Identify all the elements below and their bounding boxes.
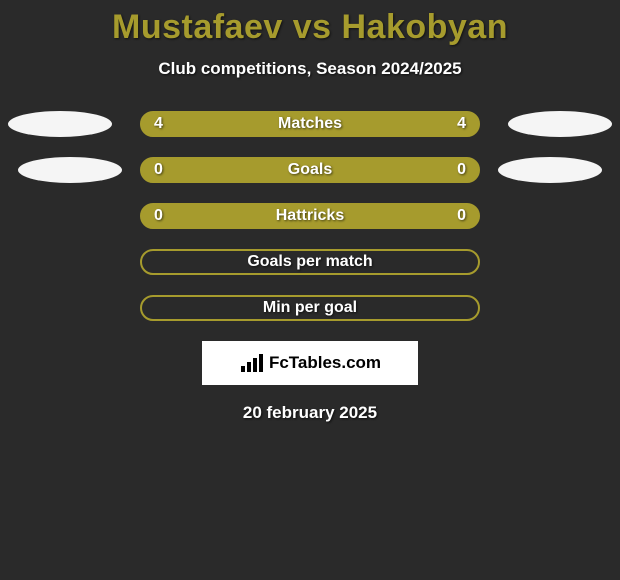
stat-left-value: 4 [154, 115, 163, 133]
logo-text: FcTables.com [269, 353, 381, 373]
stat-label: Min per goal [263, 299, 357, 317]
date-text: 20 february 2025 [0, 403, 620, 423]
stats-area: 4 Matches 4 0 Goals 0 0 Hattricks 0 Goals per mat… [0, 111, 620, 321]
stat-row-min-per-goal: Min per goal [140, 295, 480, 321]
fctables-logo: FcTables.com [202, 341, 418, 385]
player-right-ellipse-1 [508, 111, 612, 137]
player-right-ellipse-2 [498, 157, 602, 183]
stat-label: Hattricks [276, 207, 344, 225]
page-subtitle: Club competitions, Season 2024/2025 [0, 59, 620, 79]
stat-row-goals-per-match: Goals per match [140, 249, 480, 275]
stat-label: Goals per match [247, 253, 372, 271]
player-left-ellipse-1 [8, 111, 112, 137]
bar-chart-icon [239, 352, 265, 374]
stat-left-value: 0 [154, 207, 163, 225]
stat-right-value: 0 [457, 161, 466, 179]
stat-row-matches: 4 Matches 4 [140, 111, 480, 137]
stat-right-value: 0 [457, 207, 466, 225]
stat-row-goals: 0 Goals 0 [140, 157, 480, 183]
stat-right-value: 4 [457, 115, 466, 133]
stat-row-hattricks: 0 Hattricks 0 [140, 203, 480, 229]
stat-left-value: 0 [154, 161, 163, 179]
stat-label: Goals [288, 161, 332, 179]
player-left-ellipse-2 [18, 157, 122, 183]
stat-label: Matches [278, 115, 342, 133]
page-title: Mustafaev vs Hakobyan [0, 0, 620, 47]
